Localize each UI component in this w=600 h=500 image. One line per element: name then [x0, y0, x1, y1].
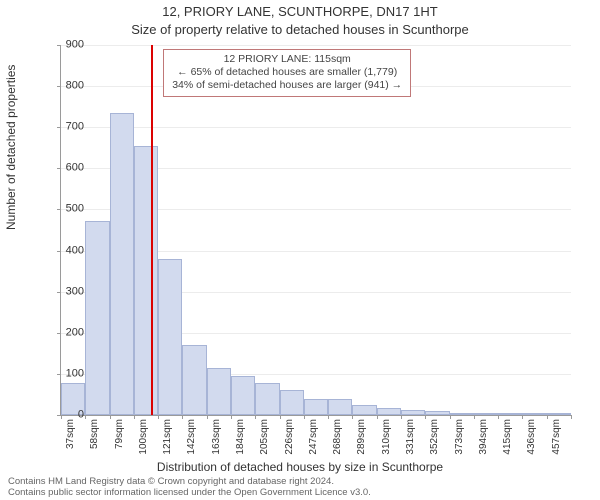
- histogram-bar: [474, 413, 498, 415]
- histogram-bar: [304, 399, 328, 415]
- grid-line: [61, 45, 571, 46]
- ytick-label: 100: [44, 368, 84, 379]
- histogram-bar: [547, 413, 571, 415]
- xtick-label: 352sqm: [429, 419, 440, 455]
- histogram-bar: [450, 413, 474, 415]
- ytick-label: 300: [44, 286, 84, 297]
- footer-line-1: Contains HM Land Registry data © Crown c…: [8, 476, 334, 487]
- xtick-mark: [377, 415, 378, 419]
- xtick-mark: [522, 415, 523, 419]
- histogram-bar: [352, 405, 376, 415]
- xtick-label: 457sqm: [551, 419, 562, 455]
- histogram-bar: [85, 221, 109, 415]
- histogram-bar: [328, 399, 352, 415]
- xtick-label: 394sqm: [478, 419, 489, 455]
- annotation-line: 12 PRIORY LANE: 115sqm: [172, 53, 402, 66]
- xtick-label: 163sqm: [211, 419, 222, 455]
- histogram-bar: [110, 113, 134, 415]
- annotation-line: ← 65% of detached houses are smaller (1,…: [172, 66, 402, 79]
- subtitle: Size of property relative to detached ho…: [0, 22, 600, 37]
- xtick-mark: [474, 415, 475, 419]
- xtick-mark: [158, 415, 159, 419]
- xtick-label: 415sqm: [502, 419, 513, 455]
- histogram-bar: [255, 383, 279, 415]
- histogram-bar: [377, 408, 401, 415]
- ytick-label: 500: [44, 204, 84, 215]
- xtick-label: 205sqm: [259, 419, 270, 455]
- xtick-mark: [352, 415, 353, 419]
- y-axis-label: Number of detached properties: [4, 65, 18, 230]
- histogram-bar: [182, 345, 206, 415]
- xtick-label: 37sqm: [65, 419, 76, 455]
- page-title: 12, PRIORY LANE, SCUNTHORPE, DN17 1HT: [0, 4, 600, 19]
- xtick-mark: [571, 415, 572, 419]
- xtick-label: 100sqm: [138, 419, 149, 455]
- annotation-line: 34% of semi-detached houses are larger (…: [172, 79, 402, 92]
- xtick-label: 58sqm: [89, 419, 100, 455]
- xtick-label: 436sqm: [526, 419, 537, 455]
- footer-text: Contains HM Land Registry data © Crown c…: [8, 477, 371, 499]
- histogram-bar: [498, 413, 522, 415]
- xtick-mark: [182, 415, 183, 419]
- chart-area: 37sqm58sqm79sqm100sqm121sqm142sqm163sqm1…: [60, 45, 571, 416]
- histogram-bar: [231, 376, 255, 415]
- histogram-bar: [207, 368, 231, 415]
- xtick-mark: [207, 415, 208, 419]
- ytick-label: 700: [44, 122, 84, 133]
- xtick-mark: [280, 415, 281, 419]
- ytick-label: 800: [44, 81, 84, 92]
- footer-line-2: Contains public sector information licen…: [8, 487, 371, 498]
- xtick-label: 373sqm: [454, 419, 465, 455]
- xtick-label: 268sqm: [332, 419, 343, 455]
- histogram-bar: [401, 410, 425, 415]
- xtick-label: 142sqm: [186, 419, 197, 455]
- xtick-label: 289sqm: [356, 419, 367, 455]
- histogram-bar: [134, 146, 158, 415]
- xtick-label: 310sqm: [381, 419, 392, 455]
- xtick-mark: [328, 415, 329, 419]
- xtick-label: 184sqm: [235, 419, 246, 455]
- xtick-mark: [401, 415, 402, 419]
- xtick-label: 121sqm: [162, 419, 173, 455]
- xtick-mark: [134, 415, 135, 419]
- xtick-label: 247sqm: [308, 419, 319, 455]
- ytick-label: 400: [44, 245, 84, 256]
- xtick-mark: [231, 415, 232, 419]
- annotation-box: 12 PRIORY LANE: 115sqm← 65% of detached …: [163, 49, 411, 97]
- xtick-mark: [547, 415, 548, 419]
- marker-line: [151, 45, 153, 415]
- xtick-label: 79sqm: [114, 419, 125, 455]
- xtick-mark: [304, 415, 305, 419]
- xtick-mark: [450, 415, 451, 419]
- grid-line: [61, 127, 571, 128]
- xtick-mark: [498, 415, 499, 419]
- ytick-label: 0: [44, 410, 84, 421]
- xtick-mark: [255, 415, 256, 419]
- xtick-label: 331sqm: [405, 419, 416, 455]
- histogram-bar: [425, 411, 449, 415]
- ytick-label: 600: [44, 163, 84, 174]
- xtick-label: 226sqm: [284, 419, 295, 455]
- xtick-mark: [425, 415, 426, 419]
- histogram-bar: [522, 413, 546, 415]
- xtick-mark: [85, 415, 86, 419]
- xtick-mark: [110, 415, 111, 419]
- histogram-bar: [158, 259, 182, 415]
- histogram-bar: [280, 390, 304, 415]
- ytick-label: 900: [44, 40, 84, 51]
- ytick-label: 200: [44, 327, 84, 338]
- x-axis-label: Distribution of detached houses by size …: [0, 460, 600, 474]
